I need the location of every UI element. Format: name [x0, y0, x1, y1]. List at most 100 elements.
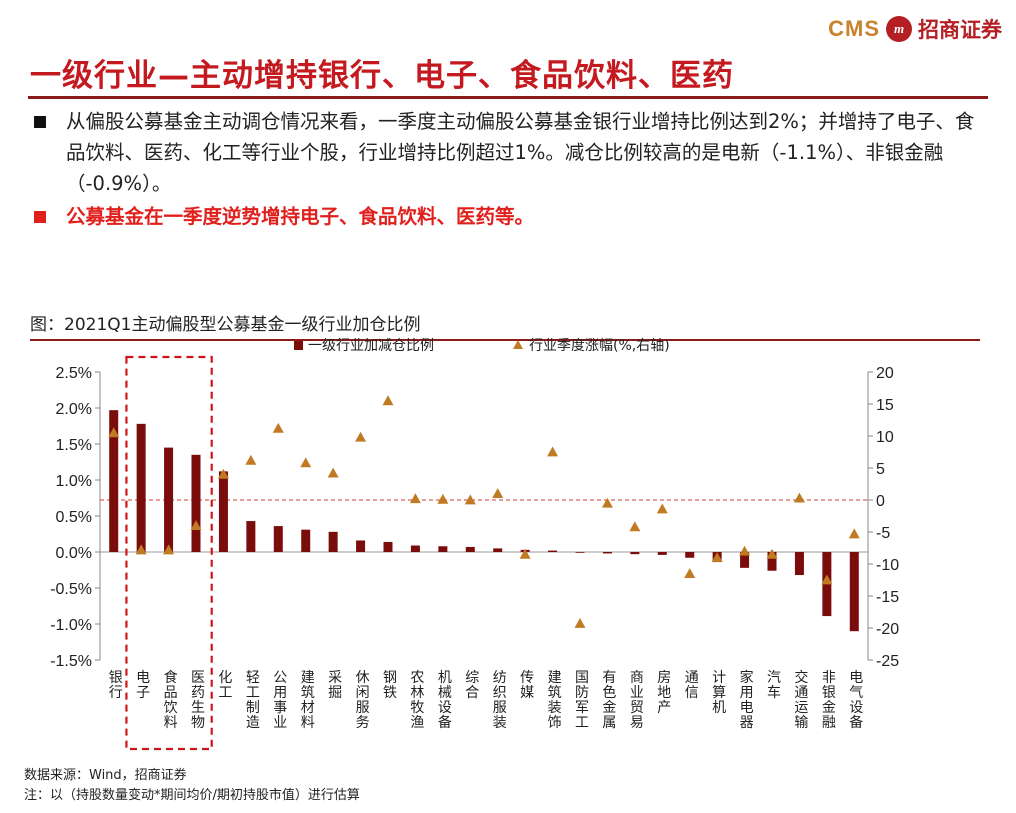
- left-tick-label: -0.5%: [50, 581, 92, 598]
- left-tick-label: -1.5%: [50, 653, 92, 670]
- category-label: 医药生物: [191, 670, 205, 731]
- footnote: 注：以（持股数量变动*期间均价/期初持股市值）进行估算: [24, 788, 360, 803]
- bullet-list: 从偏股公募基金主动调仓情况来看，一季度主动偏股公募基金银行业增持比例达到2%；并…: [30, 106, 980, 232]
- left-tick-label: 0.0%: [56, 545, 92, 562]
- category-label: 传媒: [520, 670, 534, 701]
- bar-24: [740, 552, 750, 568]
- category-label: 综合: [465, 670, 479, 701]
- bar-20: [630, 552, 640, 555]
- bar-19: [602, 552, 612, 554]
- marker-19: [601, 497, 613, 508]
- marker-4: [190, 520, 202, 530]
- page-title: 一级行业—主动增持银行、电子、食品饮料、医药: [30, 58, 734, 94]
- bullet-text-2: 公募基金在一季度逆势增持电子、食品饮料、医药等。: [66, 205, 535, 228]
- category-label: 交通运输: [794, 669, 808, 731]
- bullet-text-1: 从偏股公募基金主动调仓情况来看，一季度主动偏股公募基金银行业增持比例达到2%；并…: [66, 110, 975, 195]
- marker-14: [464, 494, 476, 505]
- bar-17: [548, 550, 558, 552]
- category-label: 食品饮料: [164, 669, 178, 731]
- marker-26: [793, 492, 805, 503]
- bar-14: [465, 546, 475, 552]
- bar-12: [410, 545, 420, 552]
- bar-3: [164, 447, 174, 552]
- marker-18: [574, 618, 586, 628]
- marker-23: [711, 552, 723, 562]
- right-tick-label: 5: [876, 461, 885, 478]
- category-label: 汽车: [767, 670, 781, 701]
- marker-15: [492, 488, 504, 498]
- right-tick-label: -20: [876, 621, 899, 638]
- right-tick-label: 10: [876, 429, 894, 446]
- left-tick-label: 1.5%: [56, 437, 92, 454]
- category-label: 电子: [136, 670, 150, 701]
- right-tick-label: -5: [876, 525, 890, 542]
- logo-cms-text: CMS: [828, 16, 880, 41]
- bar-2: [136, 423, 146, 552]
- bar-22: [685, 552, 695, 558]
- bar-28: [849, 552, 859, 632]
- highlight-box: [125, 355, 213, 751]
- category-label: 建筑材料: [301, 670, 315, 731]
- marker-13: [437, 493, 449, 504]
- bar-13: [438, 546, 448, 552]
- marker-5: [217, 468, 229, 479]
- marker-7: [272, 422, 284, 433]
- bar-4: [191, 454, 201, 552]
- category-label: 钢铁: [383, 670, 397, 701]
- category-label: 国防军工: [575, 670, 589, 731]
- marker-2: [135, 544, 147, 555]
- logo-company-name: 招商证券: [918, 18, 1002, 42]
- legend-bar-swatch: [294, 341, 303, 350]
- category-label: 银行: [109, 670, 123, 701]
- marker-17: [547, 446, 559, 457]
- category-label: 纺织服装: [493, 670, 507, 731]
- marker-12: [409, 493, 421, 504]
- category-label: 公用事业: [273, 670, 287, 731]
- bar-21: [657, 552, 667, 555]
- left-tick-label: 2.5%: [56, 365, 92, 382]
- left-tick-label: 1.0%: [56, 473, 92, 490]
- marker-21: [656, 503, 668, 514]
- marker-9: [327, 467, 339, 478]
- logo-seal-icon: m: [886, 16, 912, 42]
- category-label: 商业贸易: [630, 670, 644, 731]
- category-label: 机械设备: [438, 670, 452, 731]
- category-label: 化工: [218, 670, 232, 701]
- category-label: 家用电器: [740, 669, 754, 731]
- marker-27: [821, 574, 833, 585]
- marker-22: [684, 568, 696, 578]
- bar-18: [575, 552, 585, 553]
- bullet-item-1: 从偏股公募基金主动调仓情况来看，一季度主动偏股公募基金银行业增持比例达到2%；并…: [30, 106, 980, 199]
- category-label: 采掘: [328, 670, 342, 701]
- marker-28: [848, 528, 860, 539]
- right-tick-label: -15: [876, 589, 899, 606]
- marker-10: [355, 431, 367, 442]
- bar-10: [356, 540, 366, 552]
- category-label: 建筑装饰: [548, 670, 562, 731]
- legend-bar-label: 一级行业加减仓比例: [308, 338, 434, 354]
- bar-5: [218, 471, 228, 552]
- bar-25: [767, 552, 777, 571]
- bar-11: [383, 541, 393, 552]
- left-tick-label: 2.0%: [56, 401, 92, 418]
- right-tick-label: -25: [876, 653, 899, 670]
- title-divider: [28, 96, 988, 99]
- bar-26: [794, 552, 804, 576]
- marker-1: [108, 427, 120, 438]
- category-label: 房地产: [657, 670, 671, 716]
- bullet-square-icon: [34, 116, 46, 128]
- bar-7: [273, 526, 283, 552]
- marker-20: [629, 521, 641, 532]
- marker-3: [163, 544, 175, 555]
- category-label: 非银金融: [822, 670, 836, 731]
- right-tick-label: -10: [876, 557, 899, 574]
- marker-24: [739, 545, 751, 556]
- marker-16: [519, 548, 531, 559]
- marker-8: [300, 457, 312, 468]
- left-tick-label: 0.5%: [56, 509, 92, 526]
- right-tick-label: 20: [876, 365, 894, 382]
- category-label: 计算机: [712, 670, 726, 716]
- bar-8: [301, 529, 311, 552]
- legend-marker-label: 行业季度涨幅(%,右轴): [529, 338, 670, 354]
